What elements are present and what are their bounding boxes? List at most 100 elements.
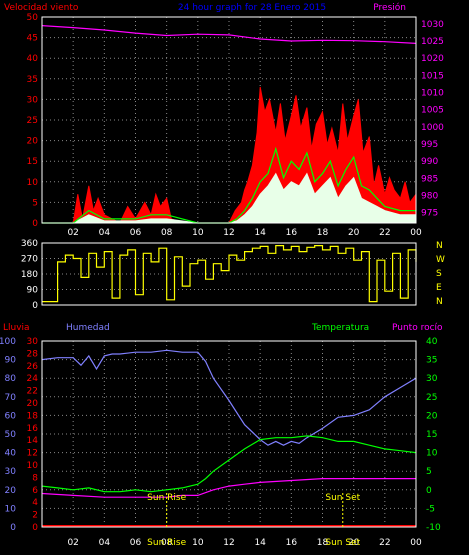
wind-x-tick-label: 14 bbox=[254, 228, 266, 238]
wind-x-tick-label: 06 bbox=[130, 228, 142, 238]
rain-tick-label: 0 bbox=[32, 523, 38, 533]
wind-axes bbox=[41, 16, 417, 224]
temperature-tick-label: 35 bbox=[426, 356, 437, 366]
pressure-tick-label: 1015 bbox=[421, 71, 444, 81]
pressure-tick-label: 985 bbox=[421, 174, 438, 184]
sun-marker-axis-label: Sun Rise bbox=[147, 538, 186, 548]
climate-x-ticks: 02 04 06 08 10 12 14 16 18 20 22 00 bbox=[67, 538, 422, 548]
climate-x-tick-label: 08 bbox=[161, 538, 173, 548]
dewpoint-label: Punto rocío bbox=[392, 323, 443, 333]
pressure-tick-label: 1005 bbox=[421, 106, 444, 116]
wind-plot-frame bbox=[41, 16, 417, 224]
compass-label: W bbox=[436, 255, 445, 265]
wind-speed-ticks: 0 5 10 15 20 25 30 35 40 45 50 bbox=[27, 13, 39, 229]
pressure-label: Presión bbox=[373, 2, 406, 13]
direction-grid bbox=[42, 242, 416, 306]
temperature-ticks: -10 -5 0 5 10 15 20 25 30 35 40 bbox=[426, 337, 441, 533]
pressure-tick-label: 975 bbox=[421, 209, 438, 219]
sun-marker-label: Sun Set bbox=[325, 493, 360, 503]
wind-speed-tick-label: 15 bbox=[27, 157, 38, 167]
wind-x-tick-label: 16 bbox=[286, 228, 298, 238]
humidity-tick-label: 90 bbox=[5, 356, 17, 366]
rain-label: Lluvia bbox=[3, 323, 30, 333]
wind-x-ticks: 02 04 06 08 10 12 14 16 18 20 22 00 bbox=[67, 228, 422, 238]
direction-plot-frame bbox=[41, 242, 417, 306]
rain-tick-label: 12 bbox=[27, 449, 38, 459]
wind-fill-series bbox=[42, 86, 417, 224]
rain-tick-label: 30 bbox=[27, 337, 39, 347]
rain-tick-label: 2 bbox=[32, 511, 38, 521]
direction-series bbox=[42, 245, 417, 303]
rain-tick-label: 10 bbox=[27, 461, 39, 471]
pressure-tick-label: 995 bbox=[421, 140, 438, 150]
climate-plot-frame bbox=[41, 340, 417, 528]
wind-x-tick-label: 02 bbox=[67, 228, 78, 238]
rain-tick-label: 18 bbox=[27, 411, 39, 421]
temperature-tick-label: 30 bbox=[426, 374, 438, 384]
wind-speed-tick-label: 20 bbox=[27, 137, 39, 147]
direction-tick-label: 90 bbox=[27, 286, 39, 296]
wind-x-tick-label: 08 bbox=[161, 228, 173, 238]
climate-x-tick-label: 16 bbox=[286, 538, 298, 548]
rain-tick-label: 14 bbox=[27, 436, 39, 446]
climate-x-tick-label: 20 bbox=[348, 538, 360, 548]
rain-tick-label: 22 bbox=[27, 387, 38, 397]
humidity-tick-label: 40 bbox=[5, 449, 17, 459]
climate-axes bbox=[41, 340, 417, 528]
temperature-line bbox=[41, 435, 417, 493]
climate-x-tick-label: 10 bbox=[192, 538, 204, 548]
humidity-tick-label: 100 bbox=[0, 337, 16, 347]
wind-speed-tick-label: 30 bbox=[27, 95, 39, 105]
humidity-ticks: 0 10 20 30 40 50 60 70 80 90 100 bbox=[0, 337, 16, 533]
wind-x-tick-label: 20 bbox=[348, 228, 360, 238]
temperature-tick-label: 25 bbox=[426, 393, 437, 403]
temperature-tick-label: -5 bbox=[426, 504, 435, 514]
humidity-tick-label: 20 bbox=[5, 486, 17, 496]
climate-x-tick-label: 12 bbox=[223, 538, 234, 548]
temperature-tick-label: 0 bbox=[426, 486, 432, 496]
direction-tick-label: 360 bbox=[21, 239, 38, 249]
wind-speed-tick-label: 25 bbox=[27, 116, 38, 126]
rain-tick-label: 28 bbox=[27, 349, 39, 359]
pressure-ticks: 975 980 985 990 995 1000 1005 1010 1015 1020 1025 1… bbox=[421, 20, 444, 219]
wind-speed-tick-label: 40 bbox=[27, 54, 39, 64]
climate-x-tick-label: 00 bbox=[410, 538, 422, 548]
compass-label: N bbox=[436, 241, 443, 251]
direction-tick-label: 270 bbox=[21, 255, 38, 265]
temperature-tick-label: 40 bbox=[426, 337, 438, 347]
wind-speed-label: Velocidad viento bbox=[4, 3, 79, 13]
pressure-tick-label: 1010 bbox=[421, 89, 444, 99]
humidity-label: Humedad bbox=[66, 323, 110, 333]
rain-tick-label: 6 bbox=[32, 486, 38, 496]
wind-speed-tick-label: 5 bbox=[32, 198, 38, 208]
climate-series bbox=[41, 349, 417, 527]
compass-label: N bbox=[436, 297, 443, 307]
direction-degree-ticks: 0 90 180 270 360 bbox=[21, 239, 38, 311]
sun-marker-label: Sun Rise bbox=[147, 493, 186, 503]
humidity-tick-label: 60 bbox=[5, 411, 17, 421]
rain-tick-label: 26 bbox=[27, 362, 39, 372]
dewpoint-line bbox=[41, 478, 416, 498]
pressure-tick-label: 1030 bbox=[421, 20, 444, 30]
climate-x-tick-label: 06 bbox=[130, 538, 142, 548]
pressure-tick-label: 980 bbox=[421, 192, 438, 202]
chart-title: 24 hour graph for 28 Enero 2015 bbox=[178, 3, 326, 13]
humidity-tick-label: 50 bbox=[5, 430, 17, 440]
compass-label: S bbox=[436, 269, 442, 279]
climate-x-tick-label: 14 bbox=[254, 538, 266, 548]
temperature-tick-label: 5 bbox=[426, 467, 432, 477]
climate-x-tick-label: 18 bbox=[317, 538, 329, 548]
wind-speed-tick-label: 50 bbox=[27, 13, 39, 23]
rain-tick-label: 4 bbox=[32, 498, 38, 508]
temperature-tick-label: 15 bbox=[426, 430, 437, 440]
wind-x-tick-label: 00 bbox=[410, 228, 422, 238]
humidity-line bbox=[41, 349, 417, 446]
humidity-tick-label: 80 bbox=[5, 374, 17, 384]
sun-annotations: Sun Rise Sun Rise Sun Set Sun Set bbox=[147, 493, 361, 548]
climate-x-tick-label: 22 bbox=[379, 538, 390, 548]
direction-tick-label: 180 bbox=[21, 270, 38, 280]
wind-speed-tick-label: 0 bbox=[32, 219, 38, 229]
direction-axes bbox=[41, 242, 417, 306]
wind-direction-line bbox=[42, 245, 417, 303]
